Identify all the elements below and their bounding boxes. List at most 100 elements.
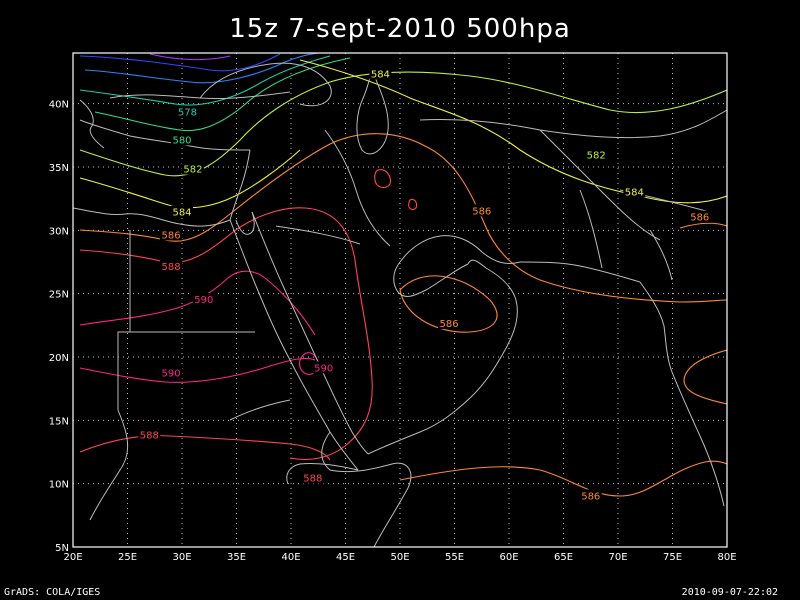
contour-label-bg bbox=[438, 317, 461, 330]
footer-timestamp: 2010-09-07-22:02 bbox=[681, 587, 778, 598]
contour-label-bg bbox=[160, 260, 183, 273]
x-tick-label: 35E bbox=[227, 552, 246, 563]
contour-label: 584 bbox=[625, 187, 644, 198]
contour-label-bg bbox=[312, 361, 335, 374]
contour-586-gulf-loop bbox=[399, 275, 498, 333]
contour-label: 590 bbox=[194, 295, 213, 306]
x-tick-label: 20E bbox=[63, 552, 82, 563]
contour-586-west bbox=[79, 133, 727, 303]
contour-label-bg bbox=[176, 105, 199, 118]
y-tick-label: 5N bbox=[55, 543, 69, 554]
x-axis-ticks: 20E 25E 30E 35E 40E 45E 50E 55E 60E 65E 70E 75E 80E bbox=[63, 552, 736, 563]
contour-label: 586 bbox=[162, 230, 181, 241]
contour-586-south bbox=[399, 460, 727, 497]
contour-labels: 584 578 580 582 584 586 588 590 590 590 588 588 586 5… bbox=[138, 67, 711, 502]
x-tick-label: 70E bbox=[608, 552, 627, 563]
coast-turkey-south bbox=[79, 119, 251, 151]
footer-credit: GrADS: COLA/IGES bbox=[4, 587, 101, 598]
contour-586-east-top bbox=[679, 222, 727, 229]
y-tick-label: 15N bbox=[49, 416, 69, 427]
contour-586-east-bulge bbox=[683, 349, 727, 405]
contour-580 bbox=[94, 57, 351, 132]
contour-label-bg bbox=[688, 210, 711, 223]
contour-upper-magenta bbox=[149, 53, 231, 61]
x-tick-label: 30E bbox=[172, 552, 191, 563]
contour-label: 588 bbox=[162, 262, 181, 273]
border-egypt-libya bbox=[117, 230, 131, 410]
coast-levant bbox=[229, 149, 251, 221]
contour-label: 586 bbox=[440, 319, 459, 330]
coast-gulf-aden bbox=[286, 463, 359, 485]
coast-pakistan-india-west bbox=[639, 281, 725, 507]
x-tick-label: 60E bbox=[499, 552, 518, 563]
coast-arabia-south bbox=[367, 349, 506, 455]
border-iran-iraq bbox=[324, 129, 391, 247]
contour-label: 584 bbox=[371, 70, 390, 81]
contour-lines bbox=[79, 53, 727, 497]
contour-588-small-loop bbox=[408, 198, 418, 211]
coast-persian-gulf-north bbox=[399, 235, 521, 265]
coast-persian-gulf-south bbox=[393, 261, 469, 297]
contour-label: 580 bbox=[172, 135, 191, 146]
x-tick-label: 40E bbox=[281, 552, 300, 563]
contour-label: 588 bbox=[303, 474, 322, 485]
contour-label-bg bbox=[138, 428, 161, 441]
contour-label-bg bbox=[579, 489, 602, 502]
contour-label-bg bbox=[181, 162, 204, 175]
coast-iran-south bbox=[519, 261, 641, 283]
x-tick-label: 80E bbox=[717, 552, 736, 563]
contour-label: 582 bbox=[587, 151, 606, 162]
y-tick-label: 10N bbox=[49, 480, 69, 491]
coast-mediterranean-africa bbox=[73, 207, 231, 227]
contour-label: 578 bbox=[178, 108, 197, 119]
contour-label-bg bbox=[171, 133, 193, 146]
contour-label-bg bbox=[160, 366, 183, 379]
grid-lines bbox=[73, 53, 727, 547]
contour-label-bg bbox=[585, 148, 608, 161]
contour-label-bg bbox=[623, 185, 646, 198]
coast-sinai bbox=[235, 211, 255, 235]
contour-588-persia-loop bbox=[374, 169, 391, 189]
x-tick-label: 55E bbox=[445, 552, 464, 563]
contour-upper-cyan bbox=[84, 53, 319, 84]
y-tick-label: 40N bbox=[49, 100, 69, 111]
border-afghanistan bbox=[539, 129, 661, 241]
contour-label: 584 bbox=[172, 208, 191, 219]
contour-578 bbox=[79, 55, 331, 106]
plot-title: 15z 7-sept-2010 500hpa bbox=[229, 14, 571, 44]
coast-horn-africa bbox=[321, 431, 412, 547]
contour-label-bg bbox=[160, 228, 183, 241]
y-axis-ticks: 5N 10N 15N 20N 25N 30N 35N 40N bbox=[49, 100, 69, 554]
contour-label: 590 bbox=[162, 368, 181, 379]
border-central-asia bbox=[419, 109, 727, 139]
border-sudan-ethiopia bbox=[229, 399, 291, 421]
x-tick-label: 45E bbox=[336, 552, 355, 563]
border-pakistan-iran bbox=[579, 189, 603, 269]
x-tick-label: 25E bbox=[118, 552, 137, 563]
contour-label: 586 bbox=[690, 213, 709, 224]
contour-584-west bbox=[79, 149, 301, 209]
coast-greece bbox=[79, 99, 105, 149]
contour-label-bg bbox=[301, 471, 324, 484]
contour-584-north bbox=[299, 59, 727, 204]
y-tick-label: 35N bbox=[49, 163, 69, 174]
contour-label: 590 bbox=[314, 363, 333, 374]
border-chad-sudan bbox=[89, 409, 129, 521]
border-india-pakistan bbox=[649, 229, 673, 281]
coast-red-sea-east bbox=[251, 211, 369, 455]
contour-588-west bbox=[79, 207, 373, 461]
contour-upper-blue bbox=[79, 53, 281, 72]
x-tick-label: 65E bbox=[554, 552, 573, 563]
coast-red-sea-west bbox=[229, 219, 359, 471]
contour-label: 582 bbox=[183, 165, 202, 176]
coastlines bbox=[73, 62, 727, 547]
contour-588-south bbox=[79, 435, 331, 461]
border-saudi-iraq bbox=[275, 225, 361, 245]
x-tick-label: 50E bbox=[390, 552, 409, 563]
contour-label-bg bbox=[470, 204, 493, 217]
y-tick-label: 30N bbox=[49, 226, 69, 237]
plot-frame bbox=[72, 52, 728, 548]
contour-label-bg bbox=[192, 293, 215, 305]
contour-582-west bbox=[79, 71, 727, 177]
